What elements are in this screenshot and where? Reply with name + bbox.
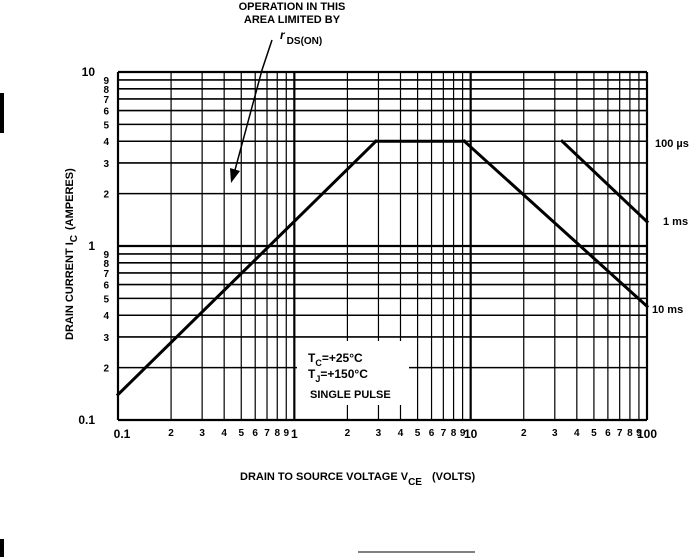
y-tick-label: 9	[103, 250, 109, 261]
x-tick-label: 5	[415, 428, 421, 439]
y-tick-label: 3	[103, 333, 109, 344]
grid-lines	[116, 70, 649, 422]
y-tick-label: 2	[103, 364, 109, 375]
x-tick-label: 6	[605, 428, 611, 439]
x-tick-label: 3	[552, 428, 558, 439]
curve-label-1ms: 1 ms	[663, 216, 688, 228]
curve-label-10ms: 10 ms	[652, 304, 683, 316]
x-tick-label: 5	[238, 428, 244, 439]
x-tick-label: 1	[291, 427, 298, 441]
y-tick-label: 7	[103, 95, 109, 106]
series-line	[115, 139, 379, 397]
x-tick-label: 4	[574, 428, 580, 439]
x-tick-label: 8	[627, 428, 633, 439]
y-tick-label: 8	[103, 259, 109, 270]
annotation-arrow-line	[234, 39, 273, 171]
y-tick-label: 1	[88, 239, 95, 253]
y-tick-label: 6	[103, 107, 109, 118]
y-tick-label: 4	[103, 137, 109, 148]
y-tick-label: 9	[103, 76, 109, 87]
x-tick-label: 2	[168, 428, 174, 439]
x-tick-label: 4	[398, 428, 404, 439]
annotation-arrowhead	[230, 168, 240, 183]
x-axis-label: DRAIN TO SOURCE VOLTAGE VCE (VOLTS)	[240, 471, 475, 488]
x-tick-label: 6	[429, 428, 435, 439]
x-tick-label: 7	[264, 428, 270, 439]
conditions-box: TC=+25°C TJ=+150°C SINGLE PULSE	[297, 341, 409, 405]
x-tick-label: 7	[617, 428, 623, 439]
x-tick-label: 2	[345, 428, 351, 439]
x-tick-label: 2	[521, 428, 527, 439]
left-margin-bar-bottom	[0, 539, 4, 557]
y-tick-label: 10	[82, 65, 96, 79]
left-margin-bar	[0, 93, 4, 133]
conditions-box-background	[297, 341, 409, 405]
x-tick-label: 0.1	[114, 427, 131, 441]
annotation-rds-on: r DS(ON)	[280, 28, 322, 47]
y-tick-label: 7	[103, 269, 109, 280]
x-tick-label: 9	[460, 428, 466, 439]
x-tick-label: 100	[637, 427, 657, 441]
rds-on-annotation: OPERATION IN THIS AREA LIMITED BY r DS(ON…	[230, 1, 345, 183]
y-axis-label: DRAIN CURRENT IC(AMPERES)	[64, 168, 80, 340]
x-tick-label: 4	[221, 428, 227, 439]
y-tick-label: 5	[103, 294, 109, 305]
condition-tc: TC=+25°C	[308, 351, 363, 368]
curve-label-100us: 100 µs	[655, 138, 689, 150]
y-tick-label: 8	[103, 85, 109, 96]
x-tick-label: 7	[441, 428, 447, 439]
series-line	[559, 139, 650, 224]
y-tick-label: 5	[103, 120, 109, 131]
y-tick-label: 0.1	[78, 413, 95, 427]
condition-tj: TJ=+150°C	[308, 367, 368, 384]
x-tick-label: 9	[283, 428, 289, 439]
x-tick-label: 8	[451, 428, 457, 439]
condition-single-pulse: SINGLE PULSE	[310, 389, 391, 401]
x-tick-label: 3	[376, 428, 382, 439]
series-line	[462, 139, 650, 309]
x-tick-label: 3	[199, 428, 205, 439]
annotation-line-1: OPERATION IN THIS	[239, 1, 346, 13]
x-tick-label: 6	[252, 428, 258, 439]
y-tick-label: 6	[103, 281, 109, 292]
y-tick-label: 4	[103, 311, 109, 322]
x-tick-label: 5	[591, 428, 597, 439]
series-lines	[115, 139, 650, 397]
y-tick-label: 3	[103, 159, 109, 170]
x-tick-label: 9	[636, 428, 642, 439]
x-tick-label: 10	[464, 427, 478, 441]
x-tick-label: 8	[274, 428, 280, 439]
y-tick-label: 2	[103, 190, 109, 201]
annotation-line-2: AREA LIMITED BY	[244, 14, 341, 26]
